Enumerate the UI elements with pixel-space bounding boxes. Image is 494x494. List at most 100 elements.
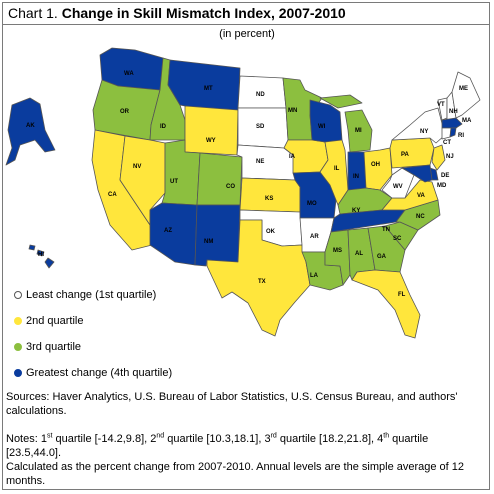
state-TX <box>206 219 311 337</box>
legend-label-q3: 3rd quartile <box>26 341 82 353</box>
notes-q4-sup: th <box>383 432 390 440</box>
quartile-notes: Notes: 1st quartile [-14.2,9.8], 2nd qua… <box>6 432 486 460</box>
title-divider <box>2 24 490 25</box>
state-label-MA: MA <box>462 118 472 124</box>
state-RI <box>449 127 457 138</box>
state-label-KY: KY <box>352 208 360 214</box>
state-NV <box>119 135 166 226</box>
state-MD <box>401 164 433 183</box>
state-label-WI: WI <box>318 124 326 130</box>
state-label-CA: CA <box>108 192 117 198</box>
state-HI <box>28 244 55 269</box>
state-label-IA: IA <box>289 154 296 160</box>
state-label-NM: NM <box>204 239 213 245</box>
state-label-PA: PA <box>401 152 410 158</box>
state-CT <box>441 127 452 140</box>
chart-subtitle: (in percent) <box>219 28 275 40</box>
state-label-NC: NC <box>416 214 425 220</box>
state-label-OK: OK <box>266 229 276 235</box>
state-label-NV: NV <box>133 164 141 170</box>
state-label-WY: WY <box>206 138 216 144</box>
state-AZ <box>149 202 198 266</box>
notes-prefix: Notes: 1 <box>6 433 47 445</box>
state-KS <box>239 177 301 213</box>
state-AK <box>5 97 56 166</box>
state-NJ <box>431 144 446 171</box>
legend-item-q1: Least change (1st quartile) <box>14 288 156 302</box>
notes-q2-range: quartile [10.3,18.1], 3 <box>164 433 271 445</box>
state-label-OH: OH <box>371 162 380 168</box>
state-label-CO: CO <box>226 184 235 190</box>
state-label-GA: GA <box>377 254 387 260</box>
chart-title-prefix: Chart 1. <box>8 5 62 21</box>
state-label-LA: LA <box>310 273 319 279</box>
legend-swatch-q3 <box>14 343 22 351</box>
calculation-note: Calculated as the percent change from 20… <box>6 461 465 487</box>
state-label-FL: FL <box>398 292 406 298</box>
state-label-VA: VA <box>417 193 426 199</box>
notes-q1-range: quartile [-14.2,9.8], 2 <box>52 433 157 445</box>
state-label-IL: IL <box>334 166 340 172</box>
state-label-NH: NH <box>449 109 458 115</box>
state-label-AK: AK <box>26 123 35 129</box>
state-GA <box>367 225 406 273</box>
state-label-AL: AL <box>355 251 363 257</box>
notes-q3-range: quartile [18.2,21.8], 4 <box>276 433 384 445</box>
state-label-WV: WV <box>393 184 403 190</box>
legend-item-q2: 2nd quartile <box>14 314 84 328</box>
state-VA <box>381 179 439 211</box>
legend-label-q2: 2nd quartile <box>26 315 84 327</box>
state-CO <box>196 152 243 206</box>
state-label-IN: IN <box>353 174 359 180</box>
state-NM <box>194 204 241 267</box>
state-label-NY: NY <box>420 129 428 135</box>
state-MI <box>344 109 373 153</box>
state-label-MI: MI <box>355 128 362 134</box>
state-MI-UP <box>319 94 363 109</box>
state-label-ME: ME <box>459 86 468 92</box>
state-label-ID: ID <box>160 124 167 130</box>
state-label-MS: MS <box>333 248 342 254</box>
state-label-NE: NE <box>256 159 264 165</box>
notes-q4-range: quartile [23.5,44.0]. <box>6 433 429 459</box>
chart-title-main: Change in Skill Mismatch Index, 2007-201… <box>61 5 346 21</box>
state-label-SD: SD <box>256 124 265 130</box>
state-WY <box>184 105 239 156</box>
notes-q1-sup: st <box>46 432 53 440</box>
state-FL <box>351 269 421 339</box>
legend-label-q1: Least change (1st quartile) <box>26 289 157 301</box>
legend-swatch-q4 <box>14 369 22 377</box>
state-labels: WA OR CA ID NV MT WY UT CO AZ NM ND SD N… <box>26 71 472 298</box>
state-label-DE: DE <box>441 173 449 179</box>
state-label-KS: KS <box>265 196 273 202</box>
state-MT <box>167 59 241 111</box>
state-label-TN: TN <box>382 227 390 233</box>
state-label-MD: MD <box>437 183 447 189</box>
state-label-AR: AR <box>310 234 319 240</box>
state-label-VT: VT <box>437 102 445 108</box>
notes-q2-sup: nd <box>156 432 165 440</box>
chart-title: Chart 1. Change in Skill Mismatch Index,… <box>8 5 346 21</box>
state-PA <box>389 137 435 169</box>
state-label-CT: CT <box>443 140 451 146</box>
state-label-NJ: NJ <box>446 154 454 160</box>
state-label-UT: UT <box>170 179 178 185</box>
state-label-RI: RI <box>458 133 464 139</box>
legend-label-q4: Greatest change (4th quartile) <box>26 367 173 379</box>
sources-note: Sources: Haver Analytics, U.S. Bureau of… <box>6 391 458 417</box>
state-label-AZ: AZ <box>164 228 172 234</box>
state-label-SC: SC <box>393 236 402 242</box>
state-label-MN: MN <box>288 108 297 114</box>
state-label-MT: MT <box>204 86 213 92</box>
legend-item-q3: 3rd quartile <box>14 340 81 354</box>
legend-swatch-q2 <box>14 317 22 325</box>
legend-swatch-q1 <box>14 291 22 299</box>
chart-frame <box>2 2 490 490</box>
state-MA <box>441 117 463 129</box>
notes-q3-sup: rd <box>270 432 277 440</box>
state-NY <box>391 107 446 144</box>
state-label-TX: TX <box>258 279 266 285</box>
state-label-WA: WA <box>124 71 134 77</box>
state-label-HI: HI <box>38 252 44 258</box>
